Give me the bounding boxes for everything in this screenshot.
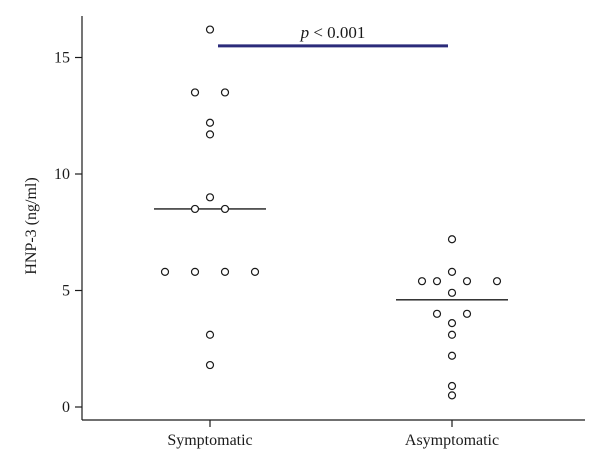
data-point xyxy=(190,88,200,97)
data-point xyxy=(205,330,215,339)
data-point xyxy=(447,351,457,360)
significance-label: p < 0.001 xyxy=(300,23,366,42)
data-point xyxy=(432,277,442,286)
data-point xyxy=(447,235,457,244)
data-point xyxy=(220,88,230,97)
data-point xyxy=(205,25,215,34)
data-point xyxy=(205,130,215,139)
x-ticks: Symptomatic Asymptomatic xyxy=(167,420,499,449)
data-point xyxy=(492,277,502,286)
p-symbol: p xyxy=(300,23,310,42)
y-ticks: 0 5 10 15 xyxy=(54,50,82,416)
data-point xyxy=(190,267,200,276)
data-point xyxy=(432,309,442,318)
data-point xyxy=(447,330,457,339)
data-point xyxy=(250,267,260,276)
data-point xyxy=(417,277,427,286)
y-tick-label: 0 xyxy=(62,399,70,416)
data-point xyxy=(205,360,215,370)
data-point xyxy=(205,118,215,127)
series-symptomatic xyxy=(154,25,266,370)
x-tick-label: Symptomatic xyxy=(167,432,252,449)
plot-area xyxy=(154,25,508,400)
data-point xyxy=(462,277,472,286)
y-axis: 0 5 10 15 xyxy=(54,16,83,420)
x-axis: Symptomatic Asymptomatic xyxy=(82,419,585,449)
data-point xyxy=(447,381,457,391)
data-point xyxy=(462,309,472,318)
data-point xyxy=(220,267,230,276)
data-point xyxy=(447,288,457,297)
y-tick-label: 5 xyxy=(62,283,70,300)
significance-annotation: p < 0.001 xyxy=(218,23,448,48)
y-axis-title: HNP-3 (ng/ml) xyxy=(23,177,40,274)
data-point xyxy=(220,204,230,214)
y-tick-label: 15 xyxy=(54,50,70,67)
data-point xyxy=(447,319,457,328)
data-point xyxy=(190,204,200,214)
data-point xyxy=(447,391,457,400)
data-point xyxy=(447,267,457,276)
y-tick-label: 10 xyxy=(54,166,70,183)
data-point xyxy=(205,193,215,202)
p-value-text: < 0.001 xyxy=(309,23,365,42)
data-point xyxy=(160,267,170,276)
x-tick-label: Asymptomatic xyxy=(405,432,499,449)
series-asymptomatic xyxy=(396,235,508,400)
